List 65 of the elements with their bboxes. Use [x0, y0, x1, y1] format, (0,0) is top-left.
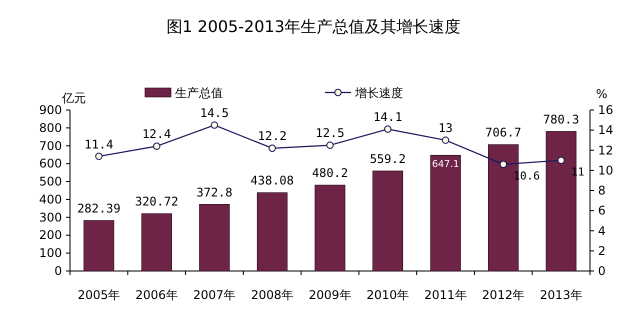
x-tick-label: 2008年 [250, 288, 294, 302]
data-label: 647.1 [432, 159, 460, 170]
point [500, 160, 508, 168]
data-label: 14.1 [373, 110, 402, 124]
data-label: 282.39 [77, 201, 121, 216]
y-tick-label: 100 [39, 246, 62, 260]
data-label: 372.8 [196, 185, 233, 200]
bar [256, 192, 288, 272]
legend-label: 生产总值 [175, 86, 223, 100]
bar [84, 220, 114, 272]
point [557, 156, 565, 164]
data-label: 14.5 [200, 106, 229, 120]
data-label: 12.4 [142, 127, 172, 142]
data-label: 320.72 [134, 194, 178, 209]
bar [430, 154, 461, 272]
y-tick-label: 900 [39, 103, 62, 117]
y-tick-label: 0 [54, 264, 62, 278]
bar [141, 213, 172, 272]
y2-tick-label: 16 [598, 103, 614, 117]
y2-tick-label: 12 [598, 143, 614, 158]
data-label: 438.08 [250, 174, 294, 188]
bar [372, 170, 404, 272]
y-tick-label: 600 [39, 156, 62, 171]
bar [314, 184, 346, 272]
y2-tick-label: 10 [598, 163, 614, 178]
data-label: 12.5 [316, 126, 344, 140]
x-tick-label: 2009年 [308, 288, 352, 302]
x-tick-label: 2005年 [78, 288, 120, 302]
x-tick-label: 2012年 [482, 288, 525, 302]
x-tick-label: 2010年 [366, 288, 410, 302]
bar [199, 204, 230, 272]
y-tick-label: 400 [39, 192, 62, 206]
data-label: 13 [438, 121, 453, 136]
y2-axis-title: % [596, 87, 608, 101]
y2-tick-label: 2 [598, 244, 606, 258]
x-tick-label: 2013年 [540, 288, 582, 302]
y-tick-label: 800 [39, 120, 62, 135]
data-label: 559.2 [370, 152, 406, 166]
point [268, 144, 276, 152]
legend-label: 增长速度 [354, 86, 403, 100]
data-label: 706.7 [485, 126, 522, 140]
data-label: 480.2 [312, 166, 348, 180]
x-tick-label: 2011年 [424, 288, 467, 302]
data-label: 780.3 [543, 112, 580, 126]
point [326, 142, 334, 149]
y2-tick-label: 0 [598, 264, 606, 278]
data-label: 11.4 [84, 137, 114, 152]
y-tick-label: 200 [39, 228, 62, 242]
point [95, 152, 103, 160]
y-tick-label: 500 [39, 174, 62, 189]
y-axis-title: 亿元 [61, 91, 86, 105]
point [210, 121, 218, 129]
x-tick-label: 2007年 [193, 288, 236, 302]
point [152, 142, 160, 150]
data-label: 12.2 [258, 129, 287, 144]
chart-title: 图1 2005-2013年生产总值及其增长速度 [166, 17, 461, 36]
y2-tick-label: 14 [598, 123, 614, 138]
y-tick-label: 700 [39, 138, 62, 153]
point [384, 125, 392, 133]
y2-tick-label: 8 [598, 184, 606, 198]
y2-tick-label: 4 [598, 224, 606, 238]
y2-tick-label: 6 [598, 204, 606, 218]
y-tick-label: 300 [39, 210, 62, 224]
point [442, 136, 450, 144]
x-tick-label: 2006年 [135, 288, 178, 302]
